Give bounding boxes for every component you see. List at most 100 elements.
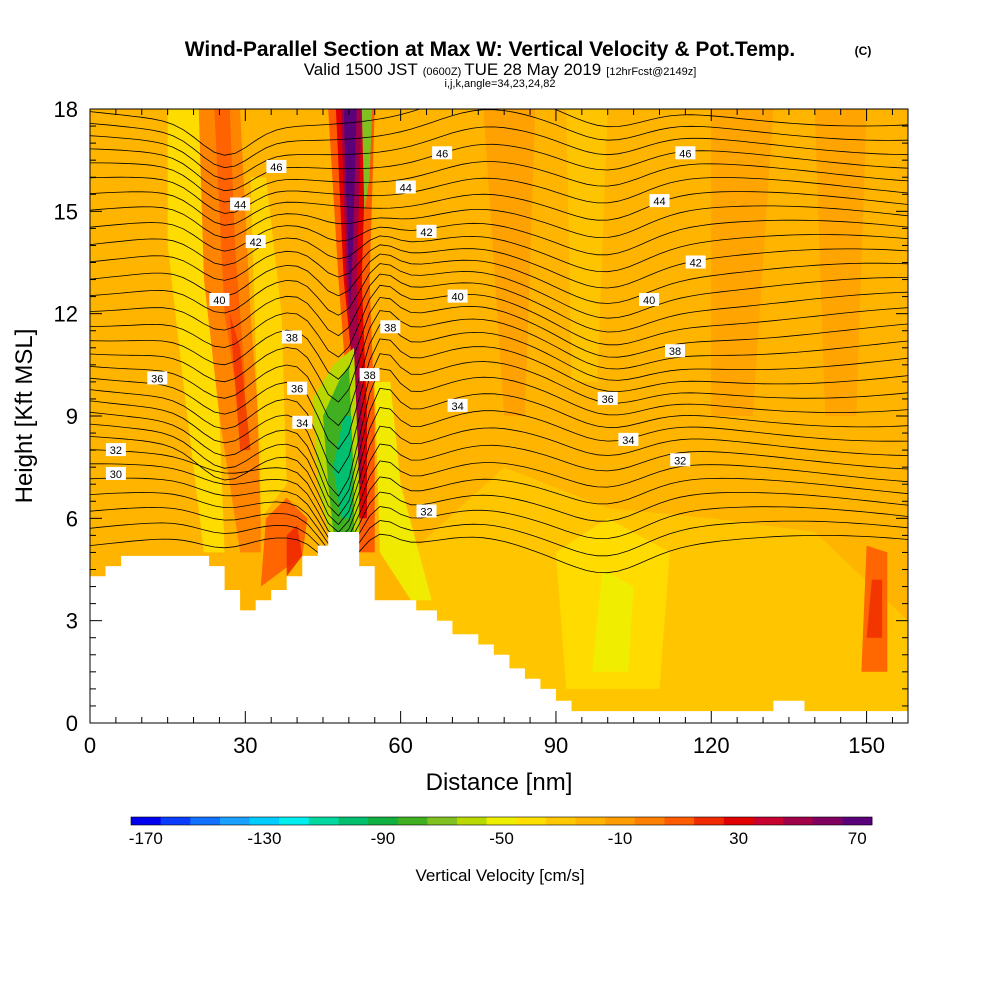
theta-label-text: 38 [669, 346, 681, 358]
chart-title-mark: (C) [855, 44, 872, 58]
theta-contour-label: 44 [395, 180, 416, 195]
theta-label-box [416, 224, 437, 238]
subtitle-grid-info: i,j,k,angle=34,23,24,82 [444, 78, 555, 90]
theta-contour-label: 36 [287, 381, 308, 396]
y-tick-label: 12 [54, 302, 78, 327]
theta-label-box [670, 453, 691, 467]
theta-contour-label: 44 [649, 194, 670, 208]
theta-contour-line [90, 273, 908, 337]
theta-label-box [618, 432, 639, 446]
colorbar-tick-label: 30 [729, 829, 748, 848]
colorbar-swatch [160, 817, 191, 825]
colorbar-tick-label: -10 [608, 829, 633, 848]
theta-label-text: 36 [602, 394, 614, 406]
theta-contour-label: 32 [105, 443, 126, 457]
theta-label-text: 32 [674, 455, 686, 467]
theta-contour-label: 36 [147, 371, 168, 386]
colorbar-swatch [249, 817, 280, 825]
field-main-updraft-purple [343, 109, 357, 314]
field-downdraft-upper [361, 109, 373, 212]
y-axis-label: Height [Kft MSL] [11, 329, 38, 504]
theta-label-box [266, 160, 287, 173]
colorbar-swatch [338, 817, 369, 825]
theta-contour-label: 40 [209, 293, 230, 307]
y-tick-label: 0 [66, 711, 78, 736]
theta-label-box [230, 197, 251, 211]
theta-contour-label: 34 [447, 398, 468, 413]
y-tick-label: 9 [66, 404, 78, 429]
field-left-yellow-inner [250, 177, 287, 519]
theta-contour-line [90, 126, 908, 180]
colorbar-swatch [308, 817, 339, 825]
colorbar-swatch [516, 817, 547, 825]
field-lowlevel-max-core [286, 525, 303, 577]
theta-label-text: 32 [420, 507, 432, 519]
theta-contour-label: 38 [281, 330, 302, 345]
theta-contour-label: 38 [380, 320, 401, 334]
y-tick-label: 18 [54, 97, 78, 122]
colorbar-swatch [575, 817, 606, 825]
theta-label-box [416, 504, 437, 518]
chart-title: Wind-Parallel Section at Max W: Vertical… [185, 38, 796, 61]
colorbar-swatch [664, 817, 695, 825]
colorbar-tick-label: -130 [247, 829, 281, 848]
x-tick-label: 0 [84, 733, 96, 758]
theta-label-text: 40 [213, 295, 225, 307]
theta-contour-line [90, 284, 908, 358]
field-streak-a [483, 109, 536, 416]
field-lowlevel-max [260, 497, 308, 587]
field-streak-d [814, 109, 867, 416]
field-right-yellow [374, 381, 432, 601]
field-yellow-core [592, 569, 634, 672]
theta-label-text: 44 [653, 196, 665, 208]
theta-label-text: 46 [436, 148, 448, 160]
x-tick-label: 60 [388, 733, 412, 758]
theta-label-box [380, 320, 401, 334]
terrain-mask [90, 532, 908, 723]
colorbar-swatch [427, 817, 458, 825]
colorbar-swatch [368, 817, 399, 825]
theta-contour-line [90, 491, 908, 552]
theta-contour-label: 32 [416, 504, 437, 519]
colorbar-swatch [397, 817, 428, 825]
colorbar-swatch [279, 817, 310, 825]
theta-label-box [447, 289, 468, 303]
theta-contour-label: 36 [597, 391, 618, 406]
theta-contour-label: 44 [230, 197, 251, 212]
theta-label-text: 36 [291, 384, 303, 396]
theta-contour-line [90, 476, 908, 546]
theta-contour-label: 38 [359, 368, 380, 382]
theta-label-box [292, 415, 313, 429]
theta-contour-label: 46 [266, 160, 287, 174]
theta-contour-line [90, 323, 908, 427]
x-tick-label: 120 [693, 733, 730, 758]
colorbar-swatch [131, 817, 162, 825]
theta-contour-label: 38 [665, 344, 685, 358]
colorbar-swatch [812, 817, 843, 825]
theta-label-box [105, 443, 126, 457]
theta-label-box [665, 344, 685, 358]
theta-contour-line [90, 353, 908, 474]
colorbar-tick-label: -90 [371, 829, 396, 848]
theta-label-text: 30 [110, 469, 122, 481]
theta-label-box [287, 381, 308, 395]
colorbar-swatch [219, 817, 250, 825]
theta-label-text: 42 [420, 227, 432, 239]
theta-label-box [685, 255, 706, 269]
theta-contour-line [90, 338, 908, 450]
theta-contour-line [90, 244, 908, 289]
field-right-edge-core [866, 579, 883, 638]
theta-contour-label: 40 [639, 293, 660, 307]
potential-temperature-contours [90, 109, 908, 574]
colorbar-swatch [545, 817, 576, 825]
field-left-updraft-red [229, 313, 251, 451]
theta-label-text: 40 [451, 292, 463, 304]
theta-label-text: 46 [679, 148, 691, 160]
colorbar-tick-label: 70 [848, 829, 867, 848]
theta-label-box [105, 467, 126, 480]
theta-contour-label: 42 [685, 255, 706, 270]
theta-contour-label: 34 [618, 432, 639, 447]
theta-contour-label: 42 [245, 235, 266, 249]
